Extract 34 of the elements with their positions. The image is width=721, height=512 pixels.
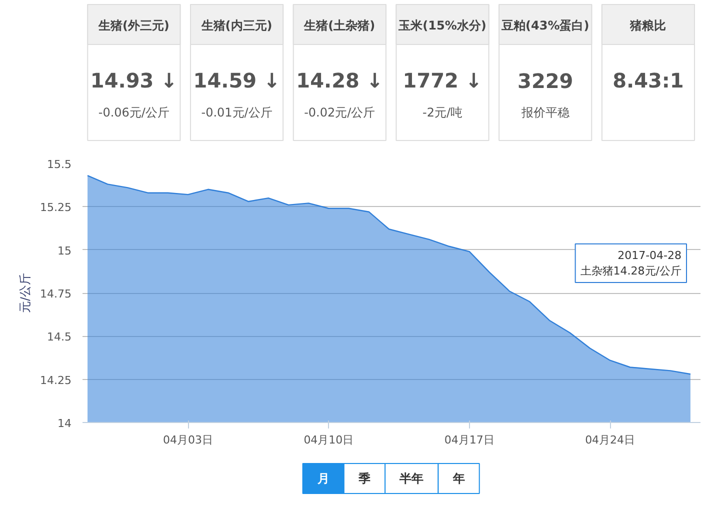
text: -0.01元/公斤 xyxy=(201,106,272,120)
text: 1772 ↓ xyxy=(402,68,482,92)
text: 月 xyxy=(316,472,330,486)
annotation: 2017-04-28 土杂猪14.28元/公斤 xyxy=(580,248,682,278)
category-label: 玉米(15%水分) xyxy=(398,18,486,32)
y-tick-label: 15.5 xyxy=(47,158,72,171)
text: -0.02元/公斤 xyxy=(304,106,376,120)
category-label: 生猪(内三元) xyxy=(200,18,272,32)
text: 8.43:1 xyxy=(612,68,684,92)
y-tick-label: 14.75 xyxy=(40,288,72,300)
text: 3229 xyxy=(518,69,574,93)
y-tick-label: 14.25 xyxy=(40,374,72,387)
text: 半年 xyxy=(398,472,424,486)
text: 14.28 ↓ xyxy=(296,68,384,92)
category-label: 生猪(土杂猪) xyxy=(303,18,376,32)
text: 14.93 ↓ xyxy=(90,68,178,92)
x-tick-label: 04月10日 xyxy=(304,434,354,446)
text: 年 xyxy=(452,472,465,486)
text: 14.59 ↓ xyxy=(193,68,280,92)
y-tick-label: 14 xyxy=(58,417,72,430)
y-tick-label: 15.25 xyxy=(40,201,72,214)
x-tick-label: 04月24日 xyxy=(585,434,636,446)
text: 报价平稳 xyxy=(520,106,570,120)
category-label: 猪粮比 xyxy=(629,18,666,32)
category-label: 生猪(外三元) xyxy=(97,18,170,32)
y-tick-label: 14.5 xyxy=(47,330,72,344)
text: -0.06元/公斤 xyxy=(98,106,170,120)
y-axis-title: 元/公斤 xyxy=(18,272,32,314)
category-label: 豆粕(43%蛋白) xyxy=(500,18,590,32)
y-tick-label: 15 xyxy=(58,244,72,258)
x-tick-label: 04月03日 xyxy=(163,434,214,446)
x-tick-label: 04月17日 xyxy=(444,434,494,446)
text: -2元/吨 xyxy=(422,106,463,120)
text: 季 xyxy=(358,472,372,486)
